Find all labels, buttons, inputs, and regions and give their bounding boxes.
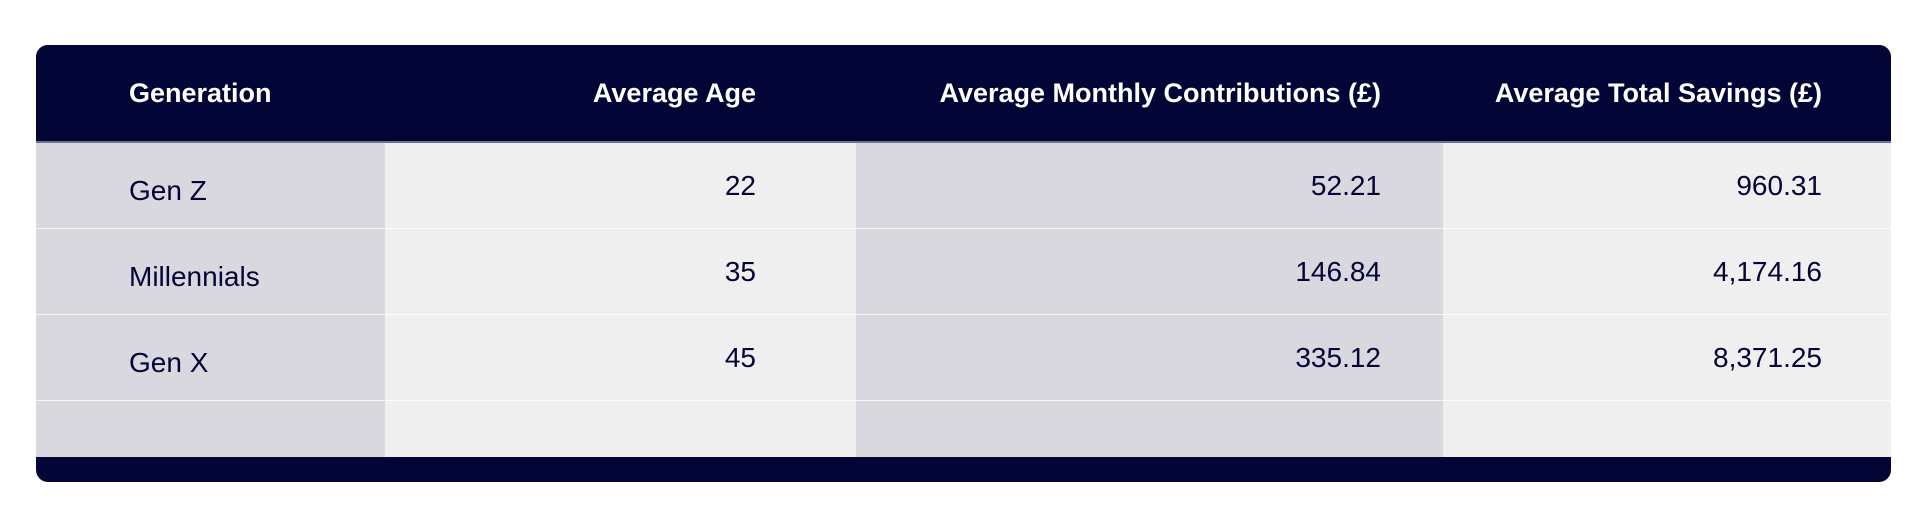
cell-average-total-savings: 960.31	[1736, 170, 1822, 201]
cell-average-age: 45	[724, 342, 756, 373]
empty-table-row	[36, 401, 1891, 457]
column-band-average-monthly-contributions	[856, 143, 1443, 457]
row-divider	[36, 400, 1891, 401]
cell-average-total-savings: 8,371.25	[1713, 342, 1822, 373]
row-divider	[36, 314, 1891, 315]
column-header-average-age: Average Age	[592, 78, 756, 108]
cell-average-monthly-contributions: 335.12	[1295, 342, 1381, 373]
column-band-average-age	[385, 143, 856, 457]
table-row: Gen X 45 335.12 8,371.25	[36, 315, 1891, 400]
cell-average-age: 35	[724, 256, 756, 287]
row-divider	[36, 228, 1891, 229]
table-row: Gen Z 22 52.21 960.31	[36, 143, 1891, 228]
table-row: Millennials 35 146.84 4,174.16	[36, 229, 1891, 314]
column-band-average-total-savings	[1443, 143, 1891, 457]
column-header-generation: Generation	[129, 78, 272, 108]
cell-generation: Gen Z	[129, 175, 207, 206]
column-header-average-monthly-contributions: Average Monthly Contributions (£)	[939, 78, 1381, 108]
cell-average-monthly-contributions: 52.21	[1310, 170, 1381, 201]
cell-average-age: 22	[724, 170, 756, 201]
cell-average-monthly-contributions: 146.84	[1295, 256, 1381, 287]
table-header-row: Generation Average Age Average Monthly C…	[36, 45, 1891, 141]
cell-generation: Millennials	[129, 261, 260, 292]
data-table: Generation Average Age Average Monthly C…	[36, 45, 1891, 482]
cell-average-total-savings: 4,174.16	[1713, 256, 1822, 287]
column-band-generation	[36, 143, 385, 457]
header-divider	[36, 141, 1891, 143]
cell-generation: Gen X	[129, 347, 209, 378]
column-header-average-total-savings: Average Total Savings (£)	[1494, 78, 1822, 108]
table-body: Gen Z 22 52.21 960.31 Millennials 35 146…	[36, 143, 1891, 457]
